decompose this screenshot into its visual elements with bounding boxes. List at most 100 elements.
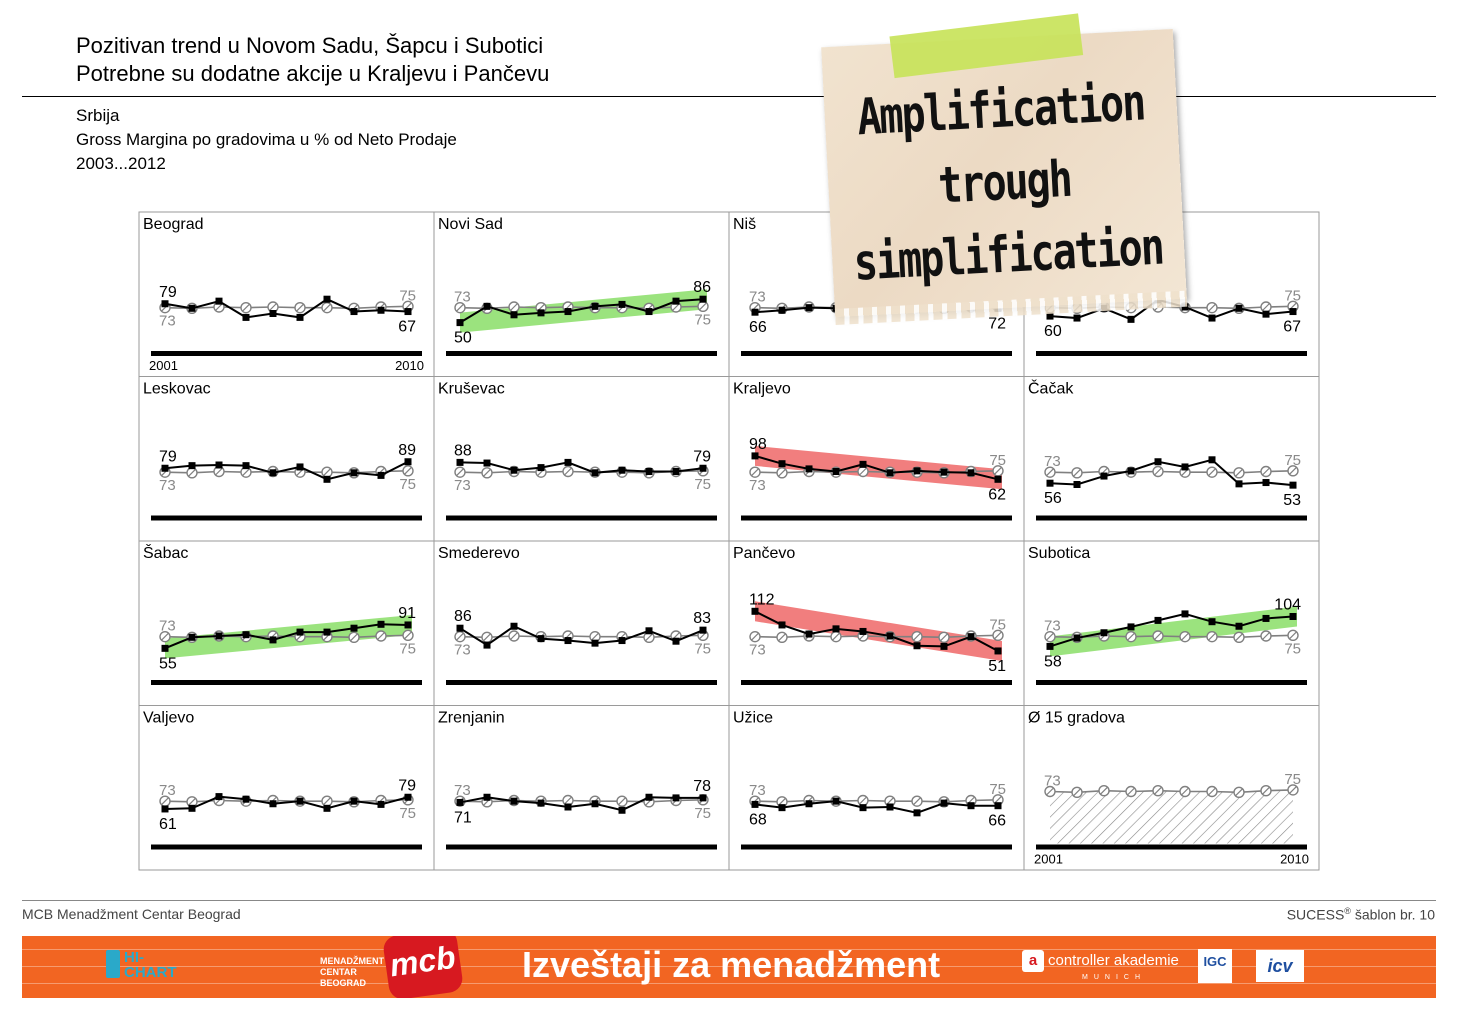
average-point-slash [1100,786,1108,795]
average-point-slash [404,631,412,640]
city-point [1208,314,1216,322]
city-point [1208,618,1216,626]
city-point [1262,310,1270,318]
average-point-slash [672,303,680,311]
city-point [215,297,223,305]
city-point [483,459,491,467]
panel-baseline [741,680,1012,685]
city-point [1127,315,1135,323]
average-point-slash [1154,786,1162,795]
city-point [645,793,653,801]
city-first-label: 55 [159,655,177,672]
panel-title: Čačak [1028,379,1074,398]
city-point [323,628,331,636]
average-point-slash [215,467,223,476]
average-line [754,634,999,639]
panel-title: Pančevo [733,545,795,562]
report-subtitle: Srbija Gross Margina po gradovima u % od… [76,104,457,176]
city-point [994,802,1002,810]
city-point [778,460,786,468]
average-point-slash [778,633,786,642]
city-point [404,458,412,466]
city-point [1073,314,1081,322]
city-last-label: 72 [988,315,1006,332]
panel-baseline [446,515,717,521]
city-line [459,461,704,474]
city-point [672,794,680,802]
panel-baseline [1036,680,1307,685]
city-point [591,639,599,647]
icv-logo: icv [1256,950,1304,982]
panel-baseline [151,680,422,685]
city-first-label: 50 [454,330,472,347]
city-point [751,452,759,460]
panel-baseline [741,844,1012,850]
average-point-slash [1181,787,1189,796]
year-start-label: 2001 [149,358,178,373]
city-point [1235,304,1243,312]
average-point-slash [161,632,169,641]
city-point [886,632,894,640]
city-point [377,306,385,314]
city-point [805,630,813,638]
panel-title: Valjevo [143,710,194,727]
panel-užice: Užice 73 75 68 66 [728,705,1025,871]
city-point [242,462,250,470]
city-point [1181,303,1189,311]
city-point [269,636,277,644]
panel-šabac: Šabac 73 75 55 91 [138,540,435,706]
year-end-label: 2010 [395,358,424,373]
average-first-label: 73 [749,477,766,494]
average-point-slash [913,632,921,641]
city-point [1289,613,1297,620]
city-point [994,647,1002,655]
panel-frame [433,540,730,706]
average-point-slash [323,303,331,312]
panel-kruševac: Kruševac 73 75 88 79 [433,376,730,542]
footer-company: MCB Menadžment Centar Beograd [22,906,241,922]
average-line [754,799,999,803]
city-point [832,625,840,633]
city-line [754,610,999,652]
average-first-label: 73 [749,642,766,659]
city-point [751,800,759,808]
city-first-label: 56 [1044,490,1062,507]
city-point [510,466,518,474]
city-line [754,800,998,814]
city-first-label: 98 [749,436,767,453]
average-point-slash [456,632,464,641]
city-point [886,469,894,477]
average-point-slash [377,632,385,640]
city-point [510,797,518,805]
average-point-slash [215,303,223,311]
banner-title: Izveštaji za menadžment [522,944,941,985]
city-point [564,308,572,316]
hichart-mark-icon [106,950,120,978]
city-point [967,469,975,477]
average-point-slash [483,468,491,477]
city-point [1289,308,1297,316]
city-last-label: 104 [1274,597,1301,614]
average-first-label: 73 [159,782,176,799]
average-point-slash [1073,468,1081,477]
average-point-slash [1181,632,1189,641]
panel-frame [138,376,435,542]
city-point [591,469,599,477]
city-first-label: 66 [749,319,767,336]
city-point [940,799,948,807]
city-point [323,475,331,483]
city-point [832,468,840,475]
average-line [164,305,409,310]
average-point-slash [1208,468,1216,477]
panel-leskovac: Leskovac 73 75 79 89 [138,376,435,542]
panel-baseline [1036,515,1307,521]
city-point [510,622,518,630]
city-point [242,631,250,639]
city-last-label: 53 [1283,492,1301,509]
panel-beograd: Beograd 2001 2010 73 75 79 67 [138,211,435,377]
city-point [269,800,277,808]
city-point [886,803,894,811]
average-last-label: 75 [694,640,711,657]
city-point [699,464,707,472]
panel-title: Beograd [143,216,204,233]
